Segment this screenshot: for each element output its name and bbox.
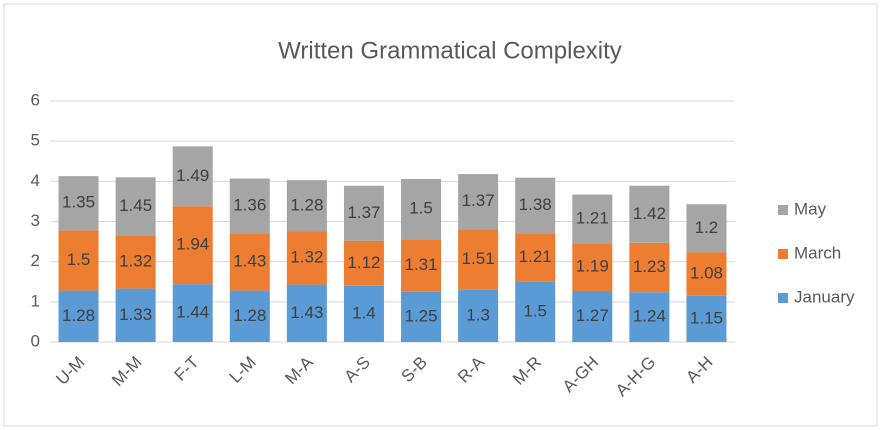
data-label: 1.45 (119, 196, 152, 215)
data-label: 1.32 (119, 252, 152, 271)
data-label: 1.15 (690, 308, 723, 327)
legend-swatch (778, 293, 788, 303)
data-label: 1.32 (290, 248, 323, 267)
data-label: 1.42 (633, 204, 666, 223)
data-label: 1.4 (352, 303, 376, 322)
data-label: 1.31 (404, 255, 437, 274)
data-label: 1.36 (233, 195, 266, 214)
data-label: 1.49 (176, 166, 209, 185)
legend-swatch (778, 205, 788, 215)
data-label: 1.33 (119, 305, 152, 324)
legend-label: May (794, 199, 827, 218)
data-label: 1.44 (176, 303, 209, 322)
data-label: 1.5 (67, 250, 91, 269)
page: Written Grammatical Complexity 0 1 2 3 4 5 6 1.… (0, 0, 881, 430)
y-tick-label: 3 (31, 211, 40, 230)
data-label: 1.21 (576, 208, 609, 227)
y-tick-label: 0 (31, 331, 40, 350)
data-label: 1.28 (290, 195, 323, 214)
data-label: 1.35 (62, 193, 95, 212)
data-label: 1.5 (409, 199, 433, 218)
legend-label: March (794, 243, 841, 262)
y-tick-label: 5 (31, 131, 40, 150)
legend-swatch (778, 249, 788, 259)
data-label: 1.28 (62, 306, 95, 325)
data-label: 1.19 (576, 257, 609, 276)
data-label: 1.28 (233, 306, 266, 325)
data-label: 1.43 (233, 251, 266, 270)
data-label: 1.37 (462, 191, 495, 210)
y-tick-label: 4 (31, 171, 40, 190)
data-label: 1.5 (523, 301, 547, 320)
data-label: 1.37 (347, 203, 380, 222)
data-label: 1.51 (462, 249, 495, 268)
data-label: 1.27 (576, 306, 609, 325)
data-label: 1.21 (519, 247, 552, 266)
chart-title: Written Grammatical Complexity (278, 37, 622, 64)
y-tick-label: 6 (31, 90, 40, 109)
data-label: 1.23 (633, 257, 666, 276)
chart: Written Grammatical Complexity 0 1 2 3 4 5 6 1.… (0, 0, 881, 430)
y-tick-label: 2 (31, 251, 40, 270)
data-label: 1.08 (690, 264, 723, 283)
data-label: 1.25 (404, 306, 437, 325)
data-label: 1.38 (519, 195, 552, 214)
y-tick-label: 1 (31, 291, 40, 310)
data-label: 1.12 (347, 253, 380, 272)
legend-label: January (794, 287, 855, 306)
data-label: 1.94 (176, 235, 209, 254)
data-label: 1.24 (633, 307, 666, 326)
data-label: 1.2 (695, 218, 719, 237)
data-label: 1.3 (466, 305, 490, 324)
data-label: 1.43 (290, 303, 323, 322)
